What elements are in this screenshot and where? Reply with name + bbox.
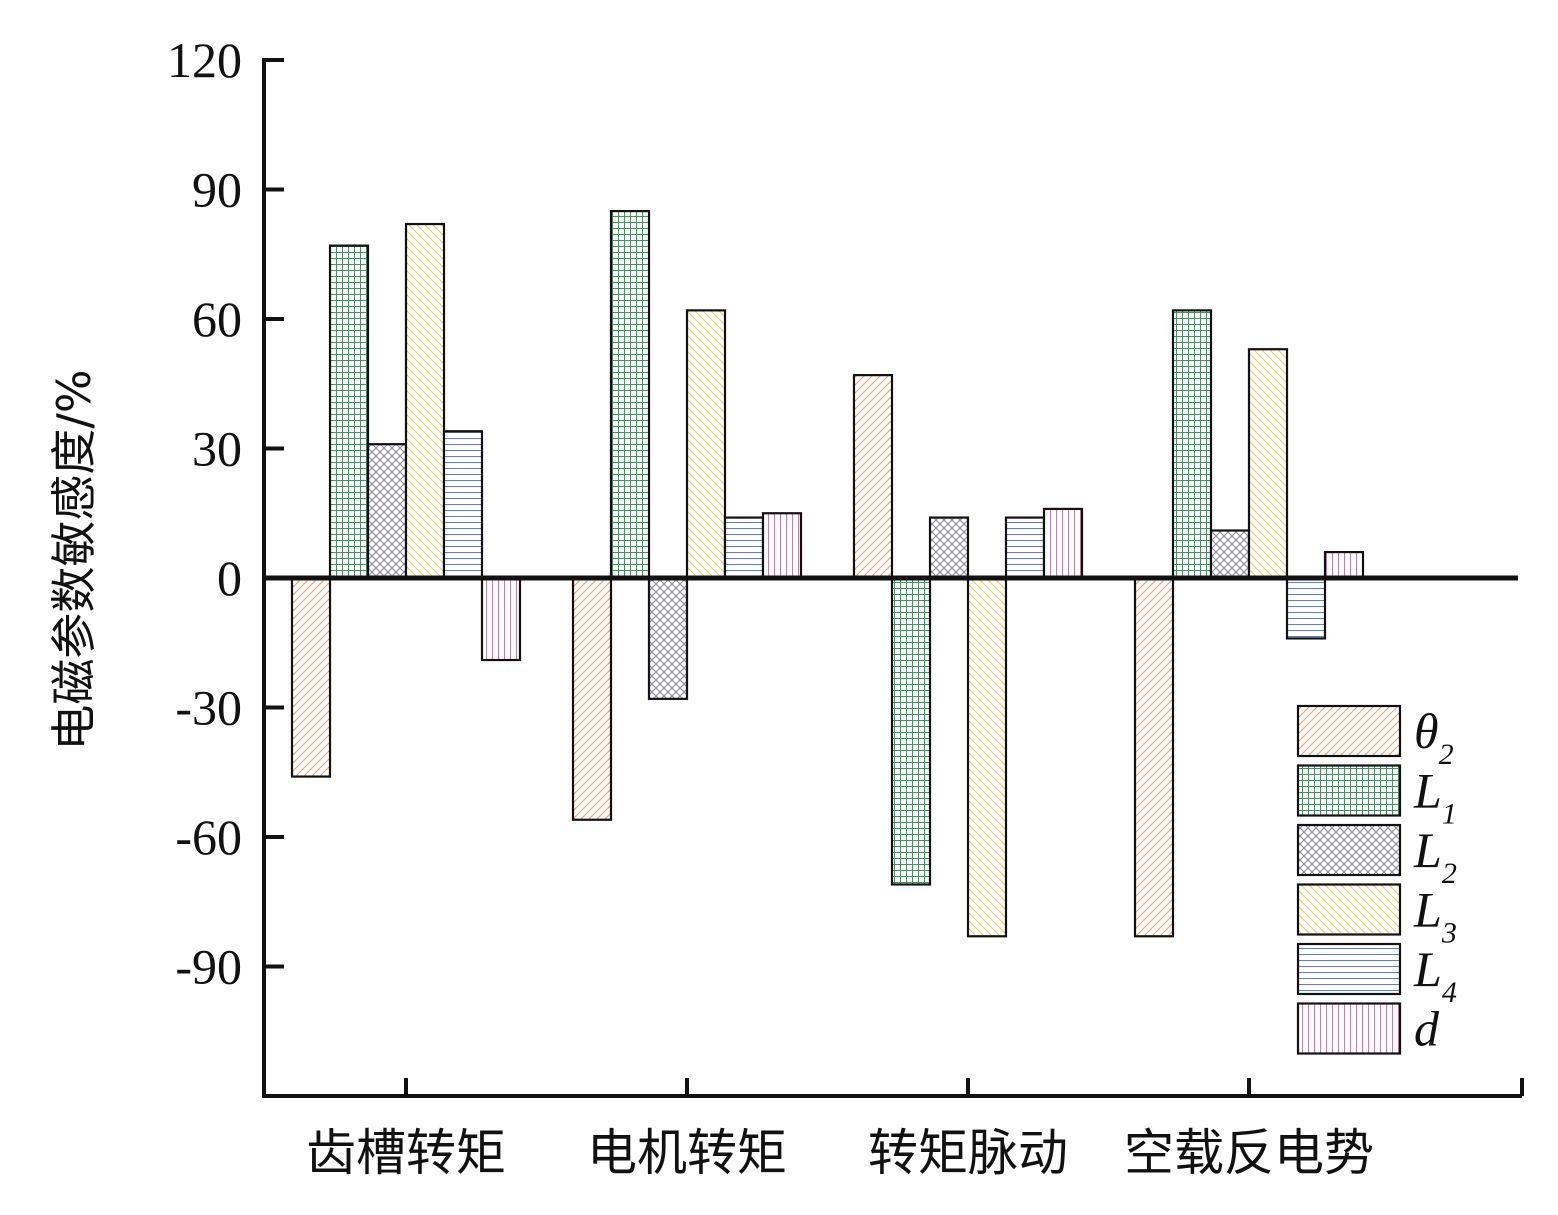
legend-swatch — [1296, 1002, 1402, 1055]
bar-4-series-5 — [1285, 576, 1327, 640]
legend-swatch — [1296, 942, 1402, 996]
bar-4-series-6 — [1323, 550, 1365, 580]
bars-layer — [290, 209, 1365, 938]
bar-2-series-1 — [571, 576, 613, 821]
bar-1-series-3 — [366, 443, 408, 580]
bar-2-series-6 — [761, 512, 803, 580]
bar-1-series-6 — [480, 576, 522, 662]
bar-3-series-2 — [890, 576, 932, 886]
bar-4-series-3 — [1209, 529, 1251, 580]
bar-3-series-4 — [966, 576, 1008, 938]
bar-1-series-5 — [442, 430, 484, 580]
category-label: 转矩脉动 — [868, 1124, 1068, 1182]
bar-1-series-1 — [290, 576, 332, 778]
y-tick-label: -90 — [175, 939, 242, 995]
legend-swatch — [1296, 704, 1402, 758]
bar-4-series-4 — [1247, 348, 1289, 580]
y-axis-title: 电磁参数敏感度/% — [47, 369, 101, 750]
bar-3-series-3 — [928, 516, 970, 580]
legend-label: L1 — [1413, 763, 1457, 831]
y-tick-label: -30 — [175, 680, 242, 736]
bar-1-series-4 — [404, 222, 446, 580]
bar-2-series-5 — [723, 516, 765, 580]
axes-layer — [262, 58, 1524, 1098]
legend-label: d — [1414, 1001, 1440, 1057]
legend-label: L4 — [1413, 941, 1457, 1009]
bar-3-series-1 — [852, 374, 894, 580]
bar-2-series-3 — [647, 576, 689, 700]
bar-4-series-2 — [1171, 309, 1213, 580]
bar-1-series-2 — [328, 244, 370, 580]
y-tick-label: 120 — [167, 32, 242, 88]
y-tick-label: 60 — [192, 291, 242, 347]
legend-swatch — [1296, 823, 1402, 877]
labels-layer: 120 90 60 30 0 -30 -60 -90 齿槽转矩 电机转矩 转矩脉动 空载反电势 电磁参数… — [47, 32, 1374, 1182]
y-tick-label: 30 — [192, 421, 242, 477]
bar-4-series-1 — [1133, 576, 1175, 938]
y-tick-label: 90 — [192, 162, 242, 218]
bar-2-series-2 — [609, 209, 651, 580]
legend-label: θ2 — [1414, 703, 1454, 771]
legend-label: L3 — [1413, 882, 1457, 950]
bar-3-series-6 — [1042, 507, 1084, 580]
legend-swatch — [1296, 883, 1402, 936]
category-label: 空载反电势 — [1124, 1124, 1374, 1182]
legend-swatch — [1296, 764, 1402, 817]
category-label: 电机转矩 — [587, 1124, 787, 1182]
category-label: 齿槽转矩 — [306, 1124, 506, 1182]
bar-3-series-5 — [1004, 516, 1046, 580]
legend-label: L2 — [1413, 822, 1457, 890]
y-tick-label: 0 — [217, 550, 242, 606]
y-tick-label: -60 — [175, 809, 242, 865]
bar-2-series-4 — [685, 309, 727, 580]
